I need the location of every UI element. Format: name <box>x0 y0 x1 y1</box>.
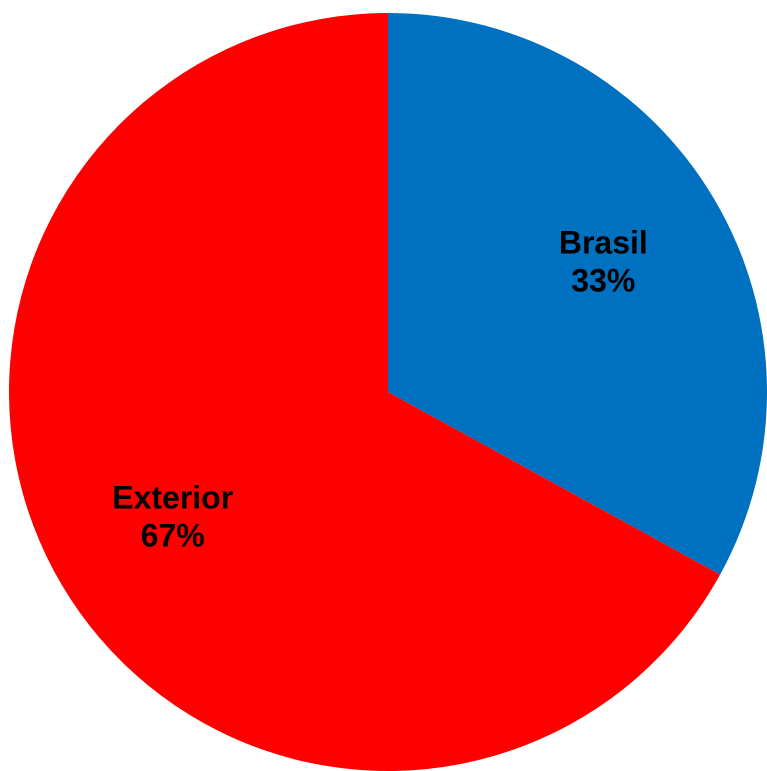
slice-label-brasil: Brasil <box>559 225 648 261</box>
slice-value-exterior: 67% <box>141 517 205 553</box>
slice-value-brasil: 33% <box>571 263 635 299</box>
pie-slice-exterior <box>8 13 721 771</box>
pie-slice-brasil <box>388 13 767 575</box>
pie-slices <box>8 13 767 771</box>
slice-label-exterior: Exterior <box>112 479 233 515</box>
